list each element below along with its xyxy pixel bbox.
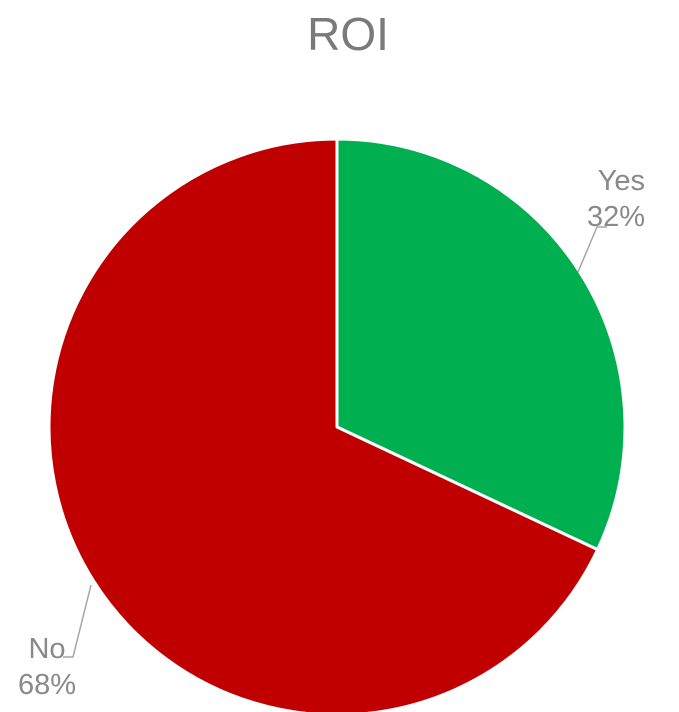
slice-label-yes: Yes (598, 165, 645, 197)
pie-slices (47, 137, 627, 712)
pie-slice-no (47, 137, 600, 712)
slice-value-label-yes: 32% (587, 201, 645, 233)
slice-value-label-no: 68% (18, 669, 76, 701)
leader-line-yes (577, 226, 607, 273)
slice-label-no: No (28, 633, 65, 665)
leader-lines (63, 226, 607, 658)
pie-slice-yes (335, 137, 627, 552)
leader-line-no (63, 584, 92, 658)
slice-labels: Yes 32% No 68% (18, 165, 645, 701)
chart-title: ROI (307, 8, 389, 60)
